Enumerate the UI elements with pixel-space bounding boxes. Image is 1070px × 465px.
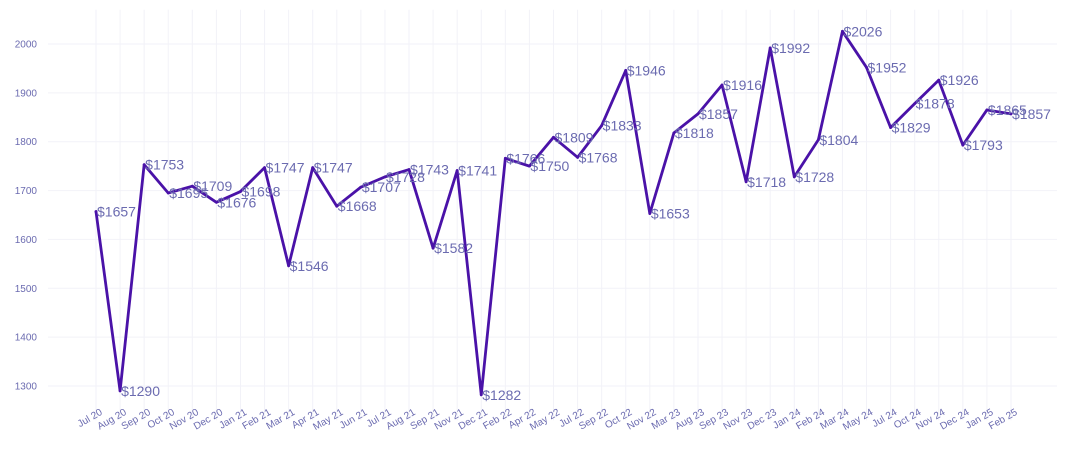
data-label: $1282 bbox=[482, 387, 521, 403]
data-point bbox=[816, 138, 820, 142]
data-point bbox=[214, 200, 218, 204]
data-point bbox=[528, 164, 531, 168]
data-label: $1709 bbox=[193, 178, 232, 194]
y-tick-label: 1700 bbox=[15, 186, 38, 197]
data-label: $1546 bbox=[290, 258, 329, 274]
data-label: $1743 bbox=[410, 162, 449, 178]
data-label: $1992 bbox=[771, 40, 810, 56]
data-label: $1833 bbox=[603, 118, 642, 134]
data-label: $1818 bbox=[675, 125, 714, 141]
data-label: $1695 bbox=[169, 185, 208, 201]
data-label: $1707 bbox=[362, 179, 401, 195]
data-label: $1766 bbox=[506, 150, 545, 166]
data-label: $1668 bbox=[338, 198, 377, 214]
data-point bbox=[913, 102, 917, 106]
y-tick-label: 1500 bbox=[15, 284, 38, 295]
data-point bbox=[648, 212, 652, 215]
data-point bbox=[624, 68, 628, 72]
data-labels: $1657 $1290 $1753 $1695$1709$1676$1698 $1747… bbox=[97, 23, 1051, 402]
data-point bbox=[239, 190, 242, 193]
data-point bbox=[600, 124, 604, 127]
y-tick-label: 1300 bbox=[15, 382, 38, 393]
data-label: $1698 bbox=[241, 184, 280, 200]
data-label: $1768 bbox=[579, 149, 618, 165]
data-label: $1753 bbox=[145, 157, 184, 173]
data-label: $1878 bbox=[916, 96, 955, 112]
data-point bbox=[552, 135, 555, 139]
data-label: $1857 bbox=[699, 106, 738, 122]
data-label: $1741 bbox=[458, 163, 497, 179]
data-point bbox=[720, 83, 724, 87]
data-point bbox=[118, 389, 122, 393]
data-point bbox=[142, 163, 146, 167]
data-point bbox=[311, 166, 315, 170]
data-label: $1290 bbox=[121, 383, 160, 399]
data-point bbox=[696, 112, 700, 116]
data-label: $1952 bbox=[868, 59, 907, 75]
data-point bbox=[455, 169, 459, 172]
data-point bbox=[335, 204, 339, 208]
data-point bbox=[383, 175, 387, 179]
data-point bbox=[889, 126, 893, 129]
data-label: $1582 bbox=[434, 240, 473, 256]
data-label: $1747 bbox=[266, 160, 305, 176]
data-label: $1657 bbox=[97, 204, 136, 220]
data-label: $1750 bbox=[530, 158, 569, 174]
data-point bbox=[407, 168, 411, 171]
data-label: $1946 bbox=[627, 62, 666, 78]
data-point bbox=[768, 46, 772, 50]
data-label: $1793 bbox=[964, 137, 1003, 153]
y-tick-label: 1600 bbox=[15, 235, 38, 246]
data-point bbox=[359, 185, 363, 189]
y-tick-label: 1400 bbox=[15, 333, 38, 344]
data-label: $1916 bbox=[723, 77, 762, 93]
data-point bbox=[865, 66, 868, 69]
data-label: $1926 bbox=[940, 72, 979, 88]
data-point bbox=[431, 246, 435, 250]
y-tick-label: 1900 bbox=[15, 88, 38, 99]
y-axis: 1300 1400 1500 1600 1700 1800 1900 2000 bbox=[15, 40, 38, 393]
data-label: $1804 bbox=[819, 132, 858, 148]
data-point bbox=[503, 156, 507, 160]
data-point bbox=[961, 143, 965, 147]
data-label: $1728 bbox=[386, 169, 425, 185]
data-point bbox=[792, 175, 796, 179]
grid bbox=[48, 9, 1057, 421]
data-point bbox=[263, 166, 266, 170]
data-label: $1857 bbox=[1012, 106, 1051, 122]
data-point bbox=[287, 264, 291, 268]
data-point bbox=[937, 78, 941, 82]
data-point bbox=[672, 131, 676, 135]
data-point bbox=[1009, 112, 1013, 116]
data-point bbox=[166, 191, 170, 195]
data-point bbox=[479, 393, 483, 397]
data-label: $1718 bbox=[747, 174, 786, 190]
series-layer bbox=[94, 29, 1013, 397]
data-point bbox=[985, 108, 989, 112]
data-point bbox=[744, 180, 748, 184]
y-tick-label: 2000 bbox=[15, 40, 38, 51]
data-point bbox=[190, 184, 194, 188]
data-label: $2026 bbox=[843, 23, 882, 39]
y-tick-label: 1800 bbox=[15, 137, 38, 148]
data-point bbox=[94, 210, 98, 213]
data-point bbox=[576, 155, 579, 159]
data-label: $1747 bbox=[314, 160, 353, 176]
data-label: $1809 bbox=[555, 129, 594, 145]
data-label: $1865 bbox=[988, 102, 1027, 118]
data-label: $1676 bbox=[217, 194, 256, 210]
data-label: $1728 bbox=[795, 169, 834, 185]
data-label: $1829 bbox=[892, 120, 931, 136]
data-point bbox=[841, 29, 844, 33]
data-label: $1653 bbox=[651, 206, 690, 222]
